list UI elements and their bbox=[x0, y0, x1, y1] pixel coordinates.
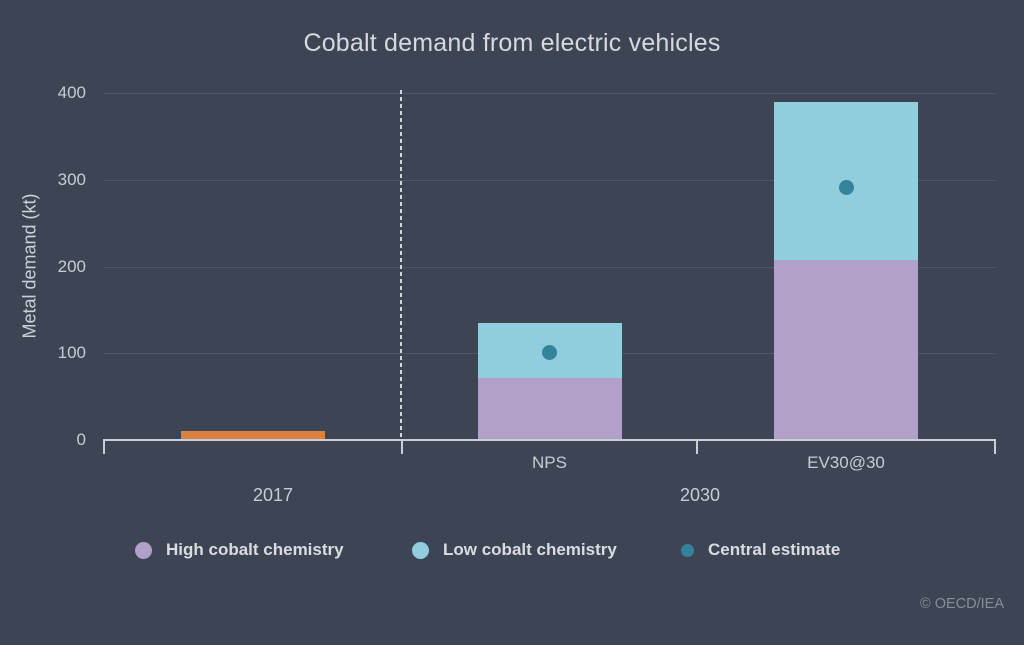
y-tick-label-100: 100 bbox=[57, 343, 86, 363]
x-axis-tick-0 bbox=[103, 439, 105, 454]
copyright-note: © OECD/IEA bbox=[919, 596, 1004, 612]
legend: High cobalt chemistry Low cobalt chemist… bbox=[0, 538, 1024, 562]
x-tick-label-ev30-30: EV30@30 bbox=[807, 453, 885, 472]
central-estimate-swatch-icon bbox=[681, 543, 694, 557]
bar-segment-ev30-30-high-cobalt-chemistry bbox=[774, 259, 918, 440]
y-tick-label-400: 400 bbox=[57, 83, 86, 102]
bar-segment-nps-high-cobalt-chemistry bbox=[477, 377, 622, 440]
x-axis-line bbox=[104, 439, 995, 441]
gridline-y-400 bbox=[104, 93, 995, 94]
legend-label-central-estimate: Central estimate bbox=[708, 540, 841, 559]
period-divider-line bbox=[400, 90, 402, 440]
y-tick-label-300: 300 bbox=[57, 169, 86, 189]
central-estimate-dot-nps bbox=[542, 344, 557, 360]
chart-title: Cobalt demand from electric vehicles bbox=[303, 29, 721, 57]
legend-item-central-estimate: Central estimate bbox=[681, 538, 840, 562]
x-axis-tick-1 bbox=[401, 439, 403, 454]
legend-item-low-cobalt-chemistry: Low cobalt chemistry bbox=[412, 538, 617, 562]
x-group-label-2017: 2017 bbox=[252, 485, 294, 505]
gridline-y-300 bbox=[104, 180, 995, 181]
y-tick-label-200: 200 bbox=[57, 256, 86, 276]
x-axis-tick-3 bbox=[994, 439, 996, 454]
bar-segment-2017-2017-demand bbox=[181, 430, 325, 440]
low-cobalt-swatch-icon bbox=[412, 541, 429, 559]
central-estimate-dot-ev30-30 bbox=[838, 180, 854, 196]
gridline-y-200 bbox=[104, 267, 995, 268]
x-group-label-2030: 2030 bbox=[679, 485, 721, 505]
legend-label-high-cobalt-chemistry: High cobalt chemistry bbox=[166, 540, 344, 559]
y-tick-label-0: 0 bbox=[76, 430, 86, 449]
high-cobalt-swatch-icon bbox=[135, 541, 152, 559]
x-tick-label-nps: NPS bbox=[532, 453, 567, 472]
legend-label-low-cobalt-chemistry: Low cobalt chemistry bbox=[443, 540, 617, 559]
legend-item-high-cobalt-chemistry: High cobalt chemistry bbox=[135, 538, 344, 562]
x-axis-tick-2 bbox=[696, 439, 698, 454]
